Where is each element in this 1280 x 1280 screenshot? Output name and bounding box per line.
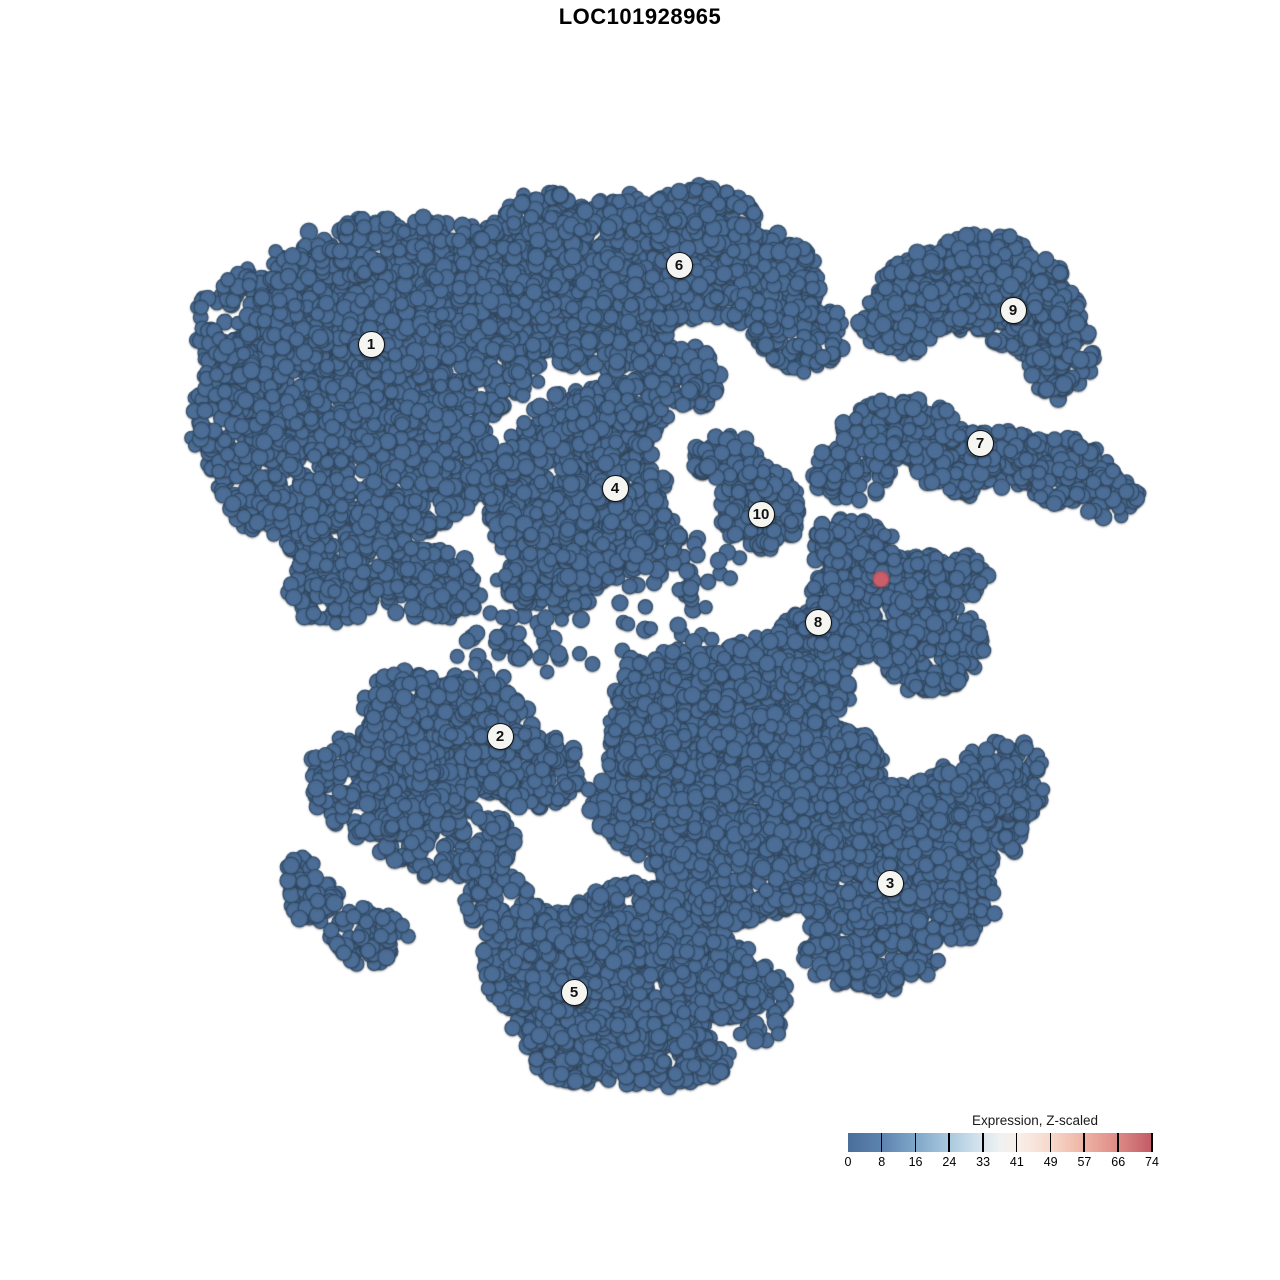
- legend-tick-label: 33: [976, 1155, 991, 1169]
- legend-tick-label: 24: [942, 1155, 957, 1169]
- legend-tick-label: 16: [908, 1155, 923, 1169]
- legend-tick-mark: [880, 1133, 883, 1152]
- legend-tick-label: 66: [1111, 1155, 1126, 1169]
- legend-tick-mark: [1083, 1133, 1085, 1152]
- expression-legend: Expression, Z-scaled 0 8 16 24 33 41 49 57 66 74: [845, 1113, 1159, 1169]
- legend-tick-label: 57: [1077, 1155, 1092, 1169]
- legend-tick-mark: [1151, 1133, 1153, 1152]
- legend-tick-mark: [982, 1133, 984, 1152]
- legend-tick-mark: [948, 1133, 950, 1152]
- legend-tick-label: 8: [878, 1155, 886, 1169]
- plot-title: LOC101928965: [558, 4, 722, 29]
- legend-tick-label: 0: [844, 1155, 852, 1169]
- legend-tick-label: 74: [1145, 1155, 1159, 1169]
- legend-tick-label: 41: [1009, 1155, 1024, 1169]
- legend-tick-label: 49: [1043, 1155, 1058, 1169]
- legend-tick-mark: [1015, 1133, 1018, 1152]
- legend-title: Expression, Z-scaled: [971, 1113, 1099, 1128]
- legend-tick-mark: [914, 1133, 917, 1152]
- legend-tick-mark: [1049, 1133, 1052, 1152]
- legend-colorbar: [848, 1133, 1153, 1152]
- legend-tick-mark: [1117, 1133, 1119, 1152]
- legend-tick-labels: 0 8 16 24 33 41 49 57 66 74: [844, 1155, 1159, 1171]
